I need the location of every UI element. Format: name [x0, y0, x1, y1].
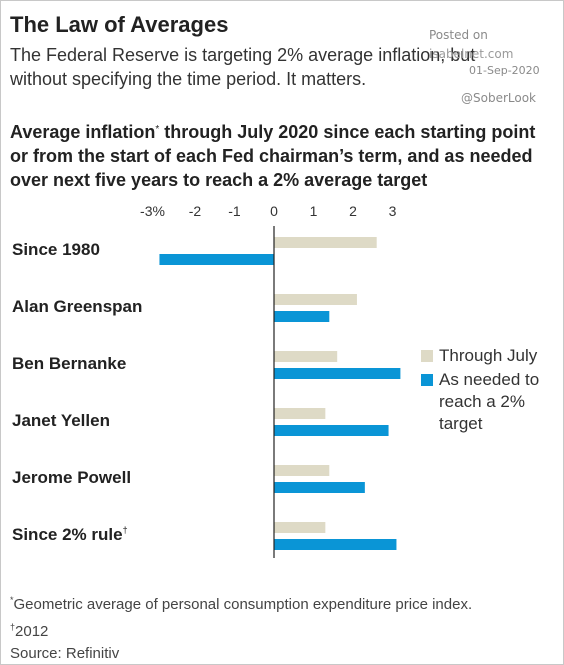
legend-label-as-needed-line3: target: [439, 414, 483, 433]
category-label: Alan Greenspan: [12, 297, 142, 317]
category-label-text: Alan Greenspan: [12, 297, 143, 316]
category-label: Ben Bernanke: [12, 354, 126, 374]
chart-title-part2: through July 2020 since each starting po…: [10, 122, 536, 190]
bar-as-needed: [274, 425, 389, 436]
source-line: Source: Refinitiv: [10, 645, 120, 662]
legend: Through July As needed to reach a 2% tar…: [421, 345, 561, 437]
category-label: Since 1980: [12, 240, 100, 260]
watermark-site: isabelnet.com: [429, 47, 514, 61]
bar-through-july: [274, 522, 326, 533]
legend-label-as-needed-line1: As needed to: [439, 370, 540, 389]
footnote-star-text: Geometric average of personal consumptio…: [13, 596, 473, 613]
footnote-dagger: †2012: [10, 616, 472, 643]
bar-through-july: [274, 465, 330, 476]
category-label-text: Ben Bernanke: [12, 354, 127, 373]
footnotes: *Geometric average of personal consumpti…: [10, 589, 472, 665]
category-label-mark: †: [122, 525, 128, 535]
legend-item-through-july: Through July: [421, 345, 561, 367]
category-label: Janet Yellen: [12, 411, 110, 431]
x-tick-label: 1: [310, 203, 318, 219]
bar-as-needed: [274, 482, 365, 493]
legend-item-as-needed: As needed to reach a 2% target: [421, 369, 561, 435]
legend-swatch-through-july: [421, 350, 433, 362]
chart-title-part1: Average inflation: [10, 122, 156, 142]
bar-as-needed: [274, 539, 397, 550]
x-tick-label: -1: [228, 203, 241, 219]
x-tick-label: 3: [389, 203, 397, 219]
footnote-dagger-mark: †: [10, 622, 16, 632]
chart-subtitle: The Federal Reserve is targeting 2% aver…: [10, 45, 476, 89]
watermark-date: 01-Sep-2020: [469, 64, 540, 77]
bar-as-needed: [274, 368, 401, 379]
watermark-handle: @SoberLook: [461, 91, 536, 105]
category-label-text: Janet Yellen: [12, 411, 110, 430]
legend-label-through-july: Through July: [439, 346, 538, 365]
bar-through-july: [274, 408, 326, 419]
bar-through-july: [274, 351, 338, 362]
x-tick-label: 2: [349, 203, 357, 219]
footnote-star: *Geometric average of personal consumpti…: [10, 589, 472, 616]
footnote-dagger-text: 2012: [15, 623, 49, 640]
bar-as-needed: [159, 254, 274, 265]
bar-chart: -3% -2 -1 0 1 2 3: [140, 203, 401, 558]
category-label-text: Jerome Powell: [12, 468, 132, 487]
bar-through-july: [274, 237, 377, 248]
x-tick-label: 0: [270, 203, 278, 219]
legend-swatch-as-needed: [421, 374, 433, 386]
category-label: Jerome Powell: [12, 468, 131, 488]
chart-title: Average inflation* through July 2020 sin…: [10, 118, 555, 192]
bar-as-needed: [274, 311, 330, 322]
x-tick-label: -2: [189, 203, 202, 219]
chart-title-footnote-mark: *: [155, 124, 160, 135]
category-label-text: Since 1980: [12, 240, 100, 259]
legend-label-as-needed-line2: reach a 2%: [439, 392, 525, 411]
bar-through-july: [274, 294, 357, 305]
x-tick-label: -3%: [140, 203, 165, 219]
category-label: Since 2% rule†: [12, 525, 128, 545]
footnote-star-mark: *: [10, 595, 14, 605]
chart-headline: The Law of Averages: [10, 12, 229, 37]
category-label-text: Since 2% rule: [12, 525, 123, 544]
watermark-posted-on: Posted on: [429, 28, 488, 42]
